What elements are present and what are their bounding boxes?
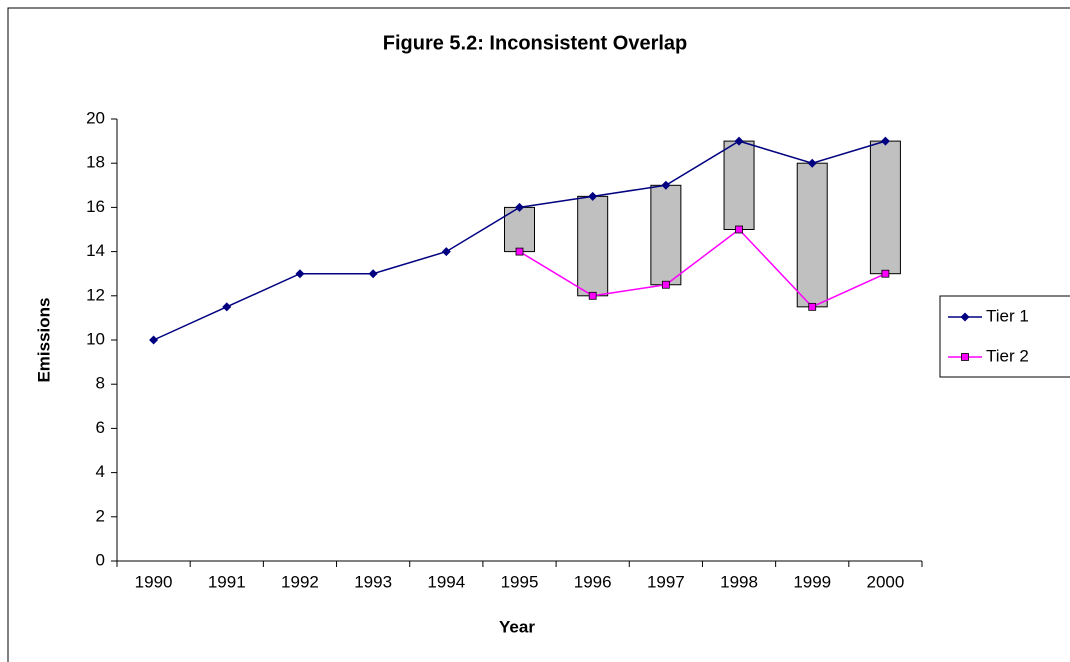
y-tick-label: 10 — [86, 329, 105, 348]
legend-label: Tier 1 — [986, 306, 1029, 325]
marker — [880, 136, 890, 146]
up-down-bar — [869, 140, 901, 275]
marker — [807, 158, 817, 168]
x-tick-label: 1990 — [135, 572, 173, 591]
up-down-bar — [650, 184, 682, 286]
marker — [441, 247, 451, 257]
x-tick-label: 1998 — [720, 572, 758, 591]
marker — [735, 225, 743, 234]
y-tick-label: 6 — [96, 418, 105, 437]
marker — [515, 247, 524, 256]
x-axis-label: Year — [499, 617, 535, 636]
chart-title: Figure 5.2: Inconsistent Overlap — [383, 32, 688, 54]
y-tick-label: 0 — [96, 550, 105, 569]
marker — [960, 312, 970, 322]
y-axis-label: Emissions — [34, 297, 53, 382]
marker — [149, 335, 159, 345]
up-down-bar — [577, 195, 609, 297]
y-tick-label: 8 — [96, 374, 105, 393]
y-tick-label: 12 — [86, 285, 105, 304]
marker — [588, 191, 598, 201]
x-tick-label: 1994 — [427, 572, 465, 591]
y-tick-label: 18 — [86, 153, 105, 172]
up-down-bar — [796, 162, 828, 308]
legend-box — [939, 295, 1070, 378]
x-tick-label: 1993 — [354, 572, 392, 591]
marker — [295, 269, 305, 279]
marker — [808, 302, 817, 311]
y-tick-label: 2 — [96, 506, 105, 525]
chart-border — [7, 7, 1070, 662]
up-down-bar — [723, 140, 755, 231]
marker — [588, 291, 597, 300]
x-tick-label: 1997 — [647, 572, 685, 591]
y-tick-label: 20 — [86, 108, 105, 127]
x-tick-label: 2000 — [866, 572, 904, 591]
marker — [661, 280, 670, 289]
series-line — [519, 228, 886, 308]
marker — [222, 302, 232, 312]
y-tick-label: 4 — [96, 462, 105, 481]
marker — [734, 136, 744, 146]
legend-label: Tier 2 — [986, 346, 1029, 365]
x-tick-label: 1996 — [574, 572, 612, 591]
marker — [661, 180, 671, 190]
marker — [368, 269, 378, 279]
x-tick-label: 1995 — [501, 572, 539, 591]
x-tick-label: 1992 — [281, 572, 319, 591]
x-tick-label: 1991 — [208, 572, 246, 591]
y-tick-label: 14 — [86, 241, 105, 260]
marker — [881, 269, 890, 278]
marker — [515, 202, 524, 212]
y-tick-label: 16 — [86, 197, 105, 216]
marker — [961, 353, 969, 361]
x-tick-label: 1999 — [793, 572, 831, 591]
